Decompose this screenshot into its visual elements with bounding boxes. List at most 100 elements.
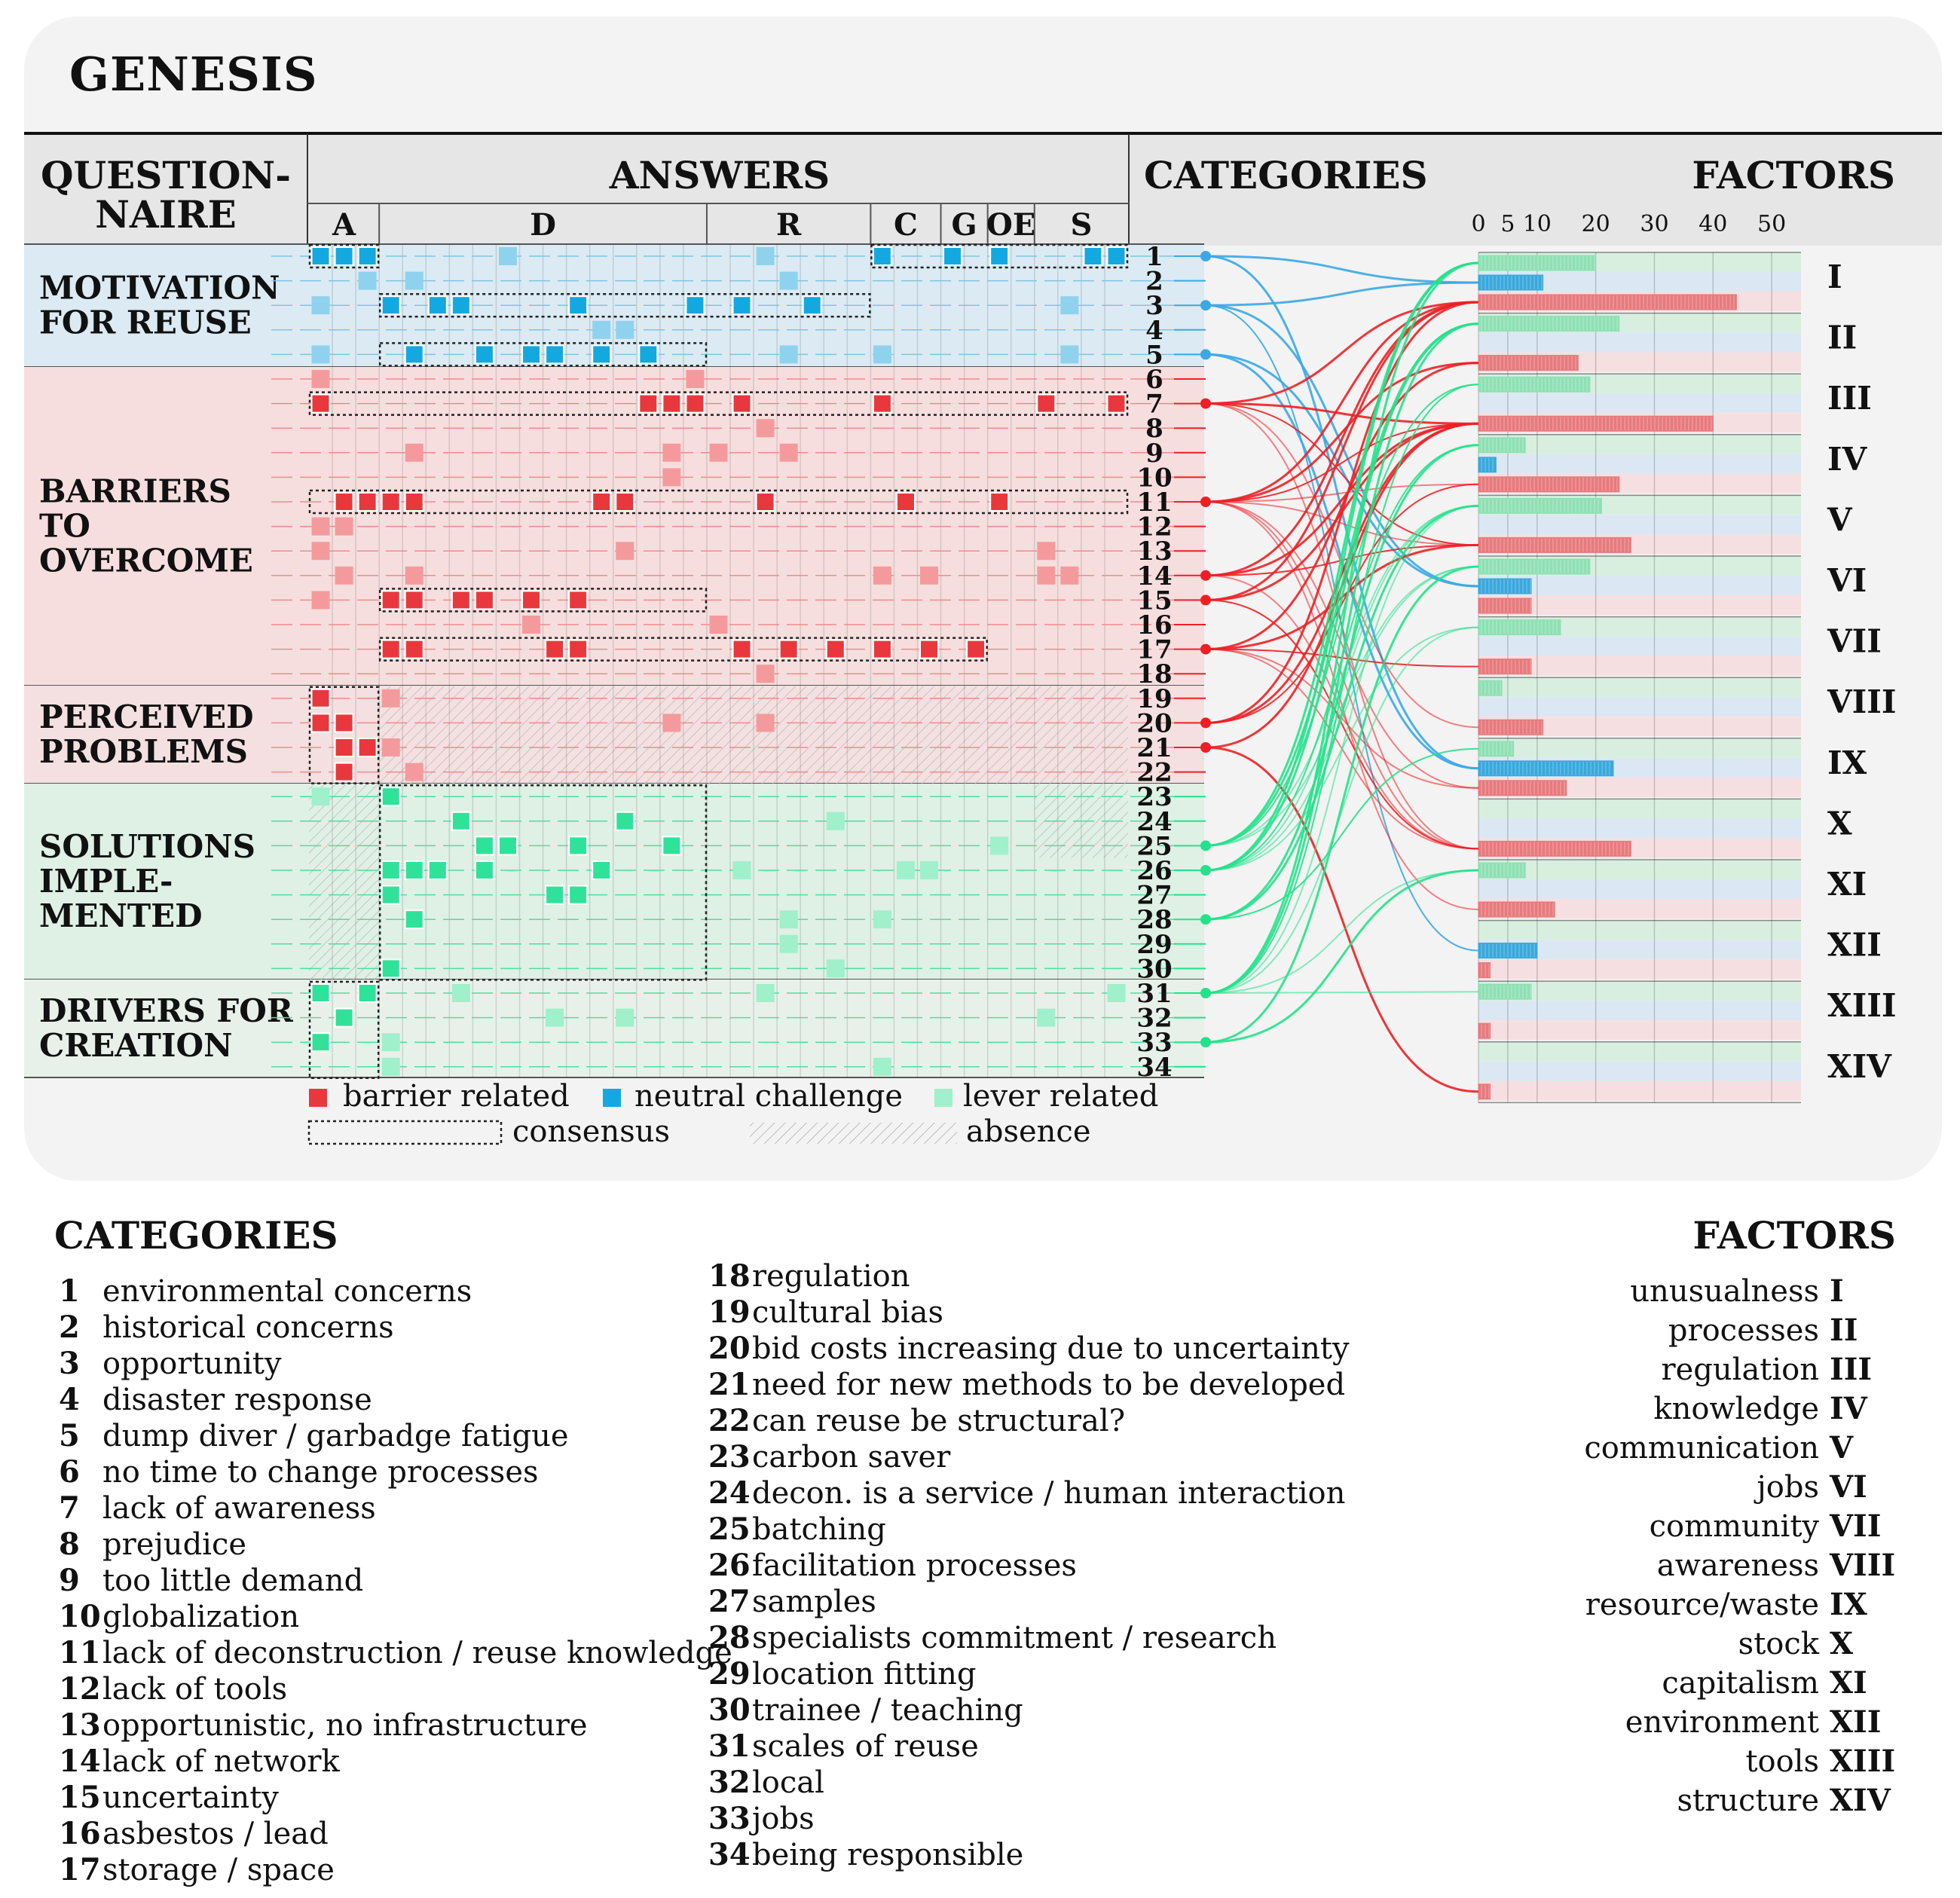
answer-cell-lever	[311, 787, 330, 806]
answer-cell-neutral	[873, 345, 891, 364]
category-number: 21	[708, 1367, 751, 1402]
factor-name: environment	[1625, 1705, 1819, 1740]
link-barrier	[1205, 599, 1479, 850]
barrier-related-bar	[1478, 598, 1532, 614]
barrier-related-bar	[1478, 840, 1631, 857]
category-legend-item: 28specialists commitment / research	[708, 1620, 1350, 1656]
answer-cell-barrier	[405, 763, 423, 781]
link-lever	[1205, 261, 1479, 995]
category-row-number: 27	[1136, 881, 1172, 911]
factor-band-neutral	[1478, 393, 1801, 414]
link-lever	[1205, 322, 1479, 995]
answer-cell-barrier	[756, 665, 775, 683]
answer-cell-barrier	[568, 590, 589, 610]
factors-header: FACTORS	[1692, 153, 1895, 197]
factor-band-lever	[1478, 799, 1801, 819]
category-row-number: 31	[1136, 979, 1172, 1009]
category-label: cultural bias	[752, 1295, 944, 1330]
link-barrier	[1205, 362, 1479, 651]
answer-cell-lever	[545, 885, 565, 905]
section-label: SOLUTIONS	[39, 828, 255, 865]
legend-consensus-swatch	[307, 1120, 503, 1145]
answer-cell-lever	[873, 1057, 891, 1076]
category-row-number: 13	[1136, 536, 1172, 567]
category-row-number: 20	[1136, 708, 1172, 738]
category-row-number: 15	[1136, 585, 1172, 616]
category-row-number: 2	[1145, 267, 1163, 297]
category-number: 15	[59, 1780, 101, 1815]
link-barrier	[1205, 362, 1479, 503]
answer-cell-barrier	[451, 590, 471, 610]
category-legend-item: 12lack of tools	[59, 1671, 732, 1707]
category-legend-item: 4 disaster response	[59, 1382, 732, 1418]
link-lever	[1205, 384, 1479, 847]
section-label: CREATION	[39, 1027, 233, 1064]
factor-band-lever	[1478, 860, 1801, 879]
answer-cell-barrier	[1060, 566, 1079, 585]
answer-cell-barrier	[311, 542, 330, 561]
factor-band-neutral	[1478, 636, 1801, 656]
answer-group-R: R	[776, 207, 802, 243]
factor-name: stock	[1738, 1627, 1819, 1661]
category-legend-item: 8 prejudice	[59, 1527, 732, 1563]
category-number: 32	[708, 1765, 751, 1800]
category-legend-item: 14lack of network	[59, 1744, 732, 1780]
factor-name: unusualness	[1630, 1274, 1819, 1309]
factor-band-neutral	[1478, 818, 1801, 839]
category-legend-item: 23carbon saver	[708, 1439, 1350, 1475]
answer-cell-barrier	[686, 370, 705, 388]
category-label: specialists commitment / research	[752, 1621, 1277, 1655]
answer-cell-lever	[826, 959, 845, 978]
link-lever	[1205, 322, 1479, 847]
factor-legend-item: unusualness I	[1584, 1273, 1896, 1313]
answer-cell-barrier	[334, 713, 354, 733]
factor-roman: VIII	[1830, 1548, 1896, 1583]
answer-cell-neutral	[498, 247, 517, 265]
answer-cell-lever	[334, 1007, 354, 1028]
factor-roman: I	[1830, 1273, 1844, 1309]
category-legend-item: 26facilitation processes	[708, 1548, 1350, 1584]
factor-label-XI: XI	[1827, 866, 1867, 903]
answer-cell-barrier	[335, 566, 353, 585]
link-neutral	[1205, 304, 1479, 588]
answer-cell-barrier	[404, 492, 424, 512]
answer-cell-lever	[779, 910, 798, 929]
barrier-related-bar	[1478, 1022, 1491, 1039]
answer-cell-neutral	[943, 246, 963, 266]
factor-band-barrier	[1478, 1020, 1801, 1041]
category-label: batching	[752, 1512, 886, 1547]
factor-name: knowledge	[1653, 1392, 1819, 1426]
category-number: 13	[59, 1707, 101, 1743]
factor-name: resource/waste	[1585, 1588, 1819, 1622]
category-label: globalization	[102, 1600, 300, 1634]
answer-cell-barrier	[920, 566, 939, 585]
category-row-number: 25	[1136, 831, 1172, 861]
answer-cell-lever	[310, 983, 331, 1003]
answer-cell-lever	[381, 860, 401, 880]
answer-cell-barrier	[615, 492, 635, 512]
category-legend-item: 29location fitting	[708, 1656, 1350, 1692]
factor-band-barrier	[1478, 959, 1801, 980]
answer-cell-neutral	[616, 320, 634, 339]
category-number: 16	[59, 1816, 101, 1851]
section-band	[24, 980, 1204, 1077]
answer-cell-barrier	[522, 616, 541, 634]
category-label: lack of deconstruction / reuse knowledge	[102, 1636, 732, 1670]
category-number: 1	[59, 1273, 80, 1309]
factor-band-neutral	[1478, 515, 1801, 535]
barrier-related-bar	[1478, 659, 1532, 675]
category-row-number: 21	[1136, 733, 1172, 763]
answer-cell-neutral	[334, 246, 354, 266]
category-row-number: 8	[1145, 414, 1163, 444]
answer-cell-barrier	[474, 590, 494, 610]
factor-roman: III	[1830, 1352, 1873, 1387]
factor-roman: VII	[1830, 1508, 1882, 1544]
category-label: lack of tools	[102, 1672, 288, 1707]
category-row-number: 12	[1136, 512, 1172, 543]
link-neutral	[1205, 281, 1479, 307]
category-legend-item: 32local	[708, 1765, 1350, 1801]
factor-name: community	[1649, 1509, 1819, 1544]
answer-cell-neutral	[685, 295, 705, 316]
factor-label-I: I	[1827, 258, 1842, 295]
